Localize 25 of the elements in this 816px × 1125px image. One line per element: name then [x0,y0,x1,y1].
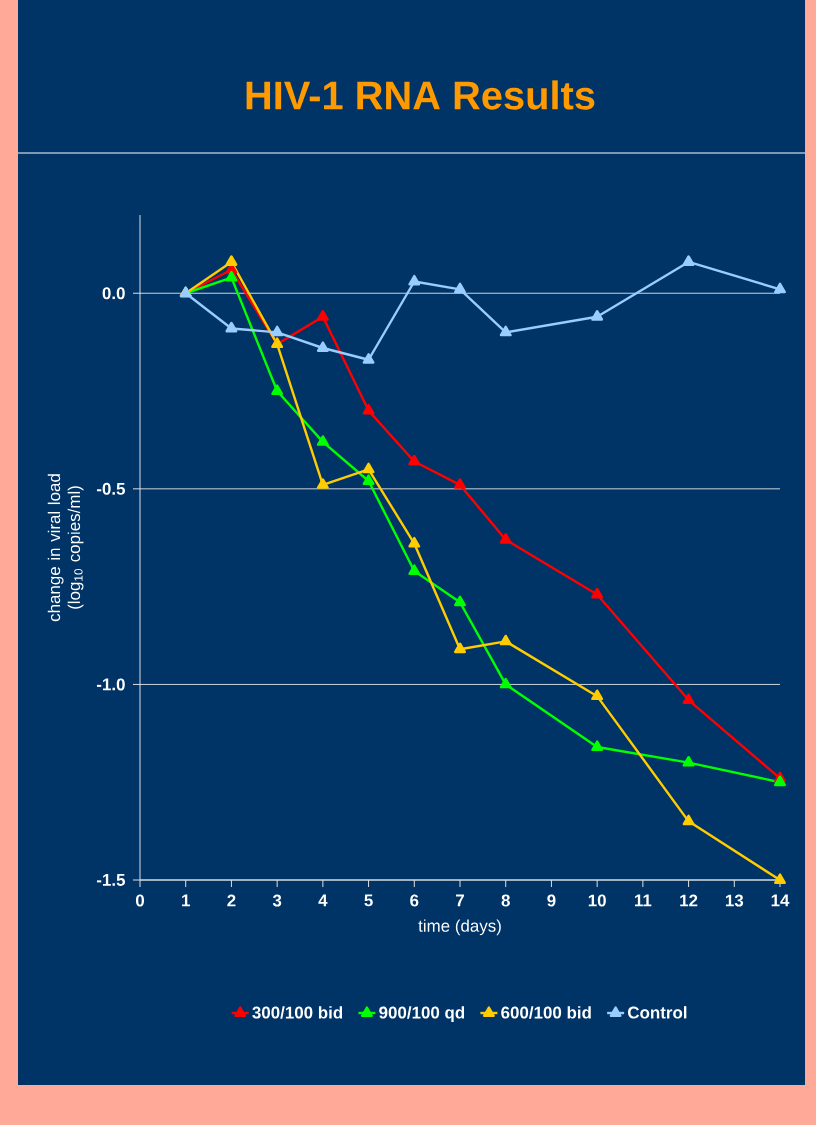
legend-label: 900/100 qd [379,1006,465,1022]
x-tick-label: 12 [680,894,698,907]
x-tick-label: 6 [410,894,419,907]
chart-title: HIV-1 RNA Results [246,80,595,110]
y-tick-label: 0.0 [102,287,125,300]
x-tick-label: 1 [182,894,190,907]
y-tick-label: -0.5 [96,482,126,495]
y-tick-label: -1.0 [96,678,125,691]
x-tick-label: 7 [456,894,464,907]
x-tick-label: 3 [272,894,282,907]
legend-label: 600/100 bid [501,1006,591,1019]
x-tick-label: 11 [634,894,652,907]
x-tick-label: 14 [771,894,790,907]
x-tick-label: 8 [501,894,510,907]
x-axis-title: time (days) [418,919,501,936]
x-tick-label: 9 [547,894,556,907]
legend-label: Control [628,1006,687,1019]
x-tick-label: 5 [364,894,373,907]
legend-label: 300/100 bid [252,1006,343,1019]
x-tick-label: 4 [318,894,328,907]
x-tick-label: 2 [227,894,236,907]
y-tick-label: -1.5 [96,874,126,886]
x-tick-label: 10 [588,894,606,907]
x-tick-label: 0 [135,894,145,907]
x-tick-label: 13 [725,894,744,907]
